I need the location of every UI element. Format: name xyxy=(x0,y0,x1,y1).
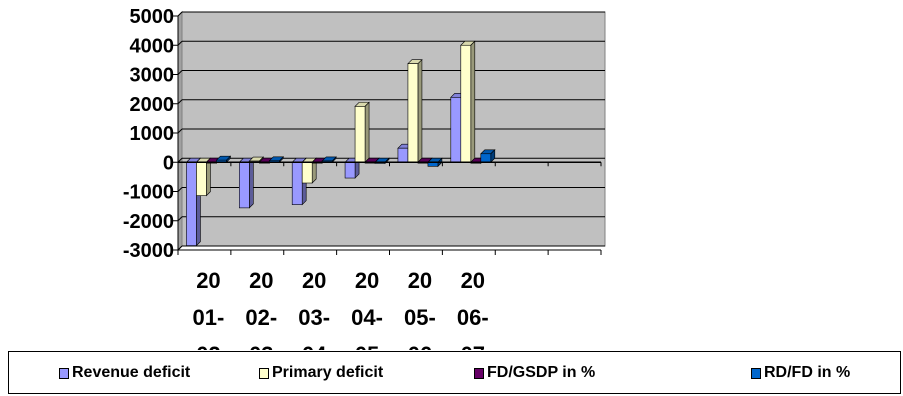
bar-front xyxy=(239,161,250,209)
y-tick-label: 5000 xyxy=(130,6,175,28)
bar-front xyxy=(354,106,366,163)
legend-swatch xyxy=(751,367,761,379)
legend-swatch xyxy=(59,367,69,379)
bar-rd-fd-in--0 xyxy=(215,155,232,163)
bar-rd-fd-in--5 xyxy=(480,149,496,163)
y-tick-label: -1000 xyxy=(123,182,174,204)
gridline-diag xyxy=(177,11,183,17)
bar-primary-deficit-3 xyxy=(354,101,370,163)
bar-front xyxy=(397,147,409,163)
bar-primary-deficit-5 xyxy=(460,40,476,163)
bar-side xyxy=(206,157,211,197)
bar-side xyxy=(249,157,254,209)
legend-label: FD/GSDP in % xyxy=(487,364,596,381)
bar-front xyxy=(301,161,313,184)
gridline-diag xyxy=(177,216,183,222)
y-tick-label: 0 xyxy=(163,152,174,174)
legend-label: Primary deficit xyxy=(272,364,384,381)
legend-label: Revenue deficit xyxy=(72,364,191,381)
y-tick-label: -2000 xyxy=(123,211,174,233)
labels-layer: 5000 4000 3000 2000 1000 0 -1000 -2000 -3000 20 01… xyxy=(123,6,489,350)
legend-swatch xyxy=(474,367,484,379)
bar-front xyxy=(450,97,462,163)
legend-item: FD/GSDP in % xyxy=(474,364,595,382)
bar-front xyxy=(407,63,419,163)
bar-side xyxy=(364,101,370,163)
bar-front xyxy=(480,153,492,163)
gridline-diag xyxy=(177,70,183,75)
gridline-diag xyxy=(177,245,183,251)
gridline-diag xyxy=(177,40,183,46)
y-tick-label: 1000 xyxy=(130,123,175,145)
gridline-diag xyxy=(177,128,183,134)
gridline-diag xyxy=(177,99,183,105)
bar-revenue-deficit-1 xyxy=(238,157,255,209)
chart: 5000 4000 3000 2000 1000 0 -1000 -2000 -3000 20 01… xyxy=(123,6,606,350)
bar-front xyxy=(196,161,207,196)
axis-layer xyxy=(173,15,602,255)
legend-item: Revenue deficit xyxy=(59,364,190,382)
legend-item: Primary deficit xyxy=(259,364,383,382)
bar-front xyxy=(186,161,197,246)
bar-primary-deficit-4 xyxy=(407,58,423,163)
bar-front xyxy=(344,161,356,179)
legend-label: RD/FD in % xyxy=(764,364,851,381)
legend-swatch xyxy=(259,367,269,379)
y-tick-label: 4000 xyxy=(130,35,175,57)
gridline-diag xyxy=(177,187,183,192)
bar-side xyxy=(470,40,476,163)
y-tick-label: 2000 xyxy=(130,94,175,116)
grid-layer xyxy=(177,10,606,252)
bar-front xyxy=(460,44,472,163)
legend: Revenue deficit Primary deficit FD/GSDP in… xyxy=(8,351,901,394)
legend-item: RD/FD in % xyxy=(751,364,850,382)
y-tick-label: 3000 xyxy=(130,65,175,87)
bar-front xyxy=(291,161,303,205)
bar-primary-deficit-0 xyxy=(195,157,212,197)
bar-side xyxy=(417,58,423,163)
y-tick-label: -3000 xyxy=(123,240,174,262)
bar-primary-deficit-2 xyxy=(301,157,317,184)
